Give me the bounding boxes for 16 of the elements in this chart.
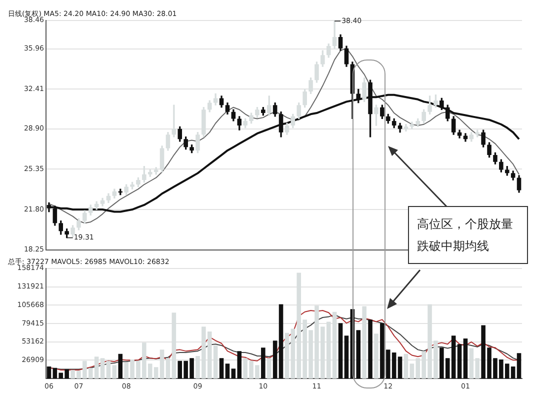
bar (261, 348, 266, 379)
bar (225, 364, 230, 379)
bar (338, 323, 343, 379)
bar (46, 366, 52, 379)
bar (272, 340, 278, 379)
bar (398, 356, 402, 379)
bar (463, 338, 468, 379)
bar (368, 320, 372, 379)
bar (118, 354, 123, 379)
annotation: 高位区，个股放量跌破中期均线 (408, 206, 528, 264)
bar (516, 353, 522, 379)
bar (278, 304, 284, 379)
bar (344, 336, 349, 379)
bar (457, 344, 462, 379)
bar (112, 365, 117, 379)
bar (219, 358, 224, 379)
